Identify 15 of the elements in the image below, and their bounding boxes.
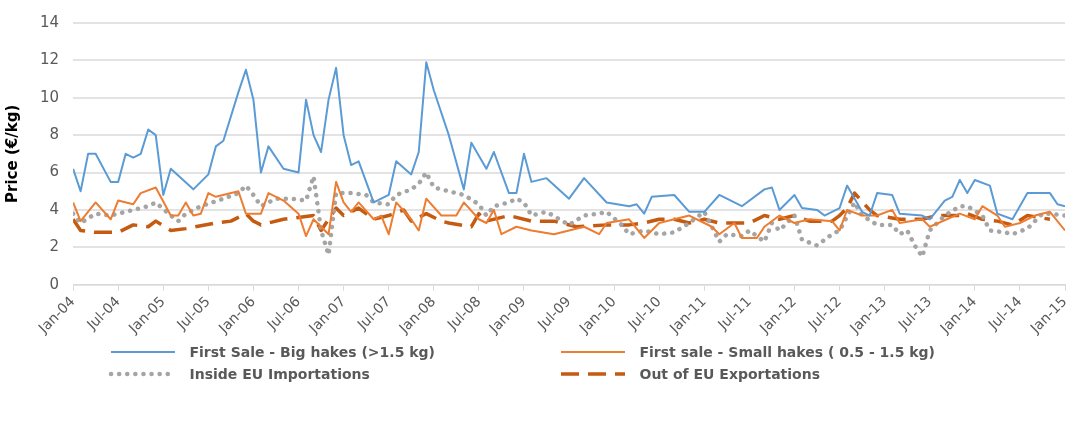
- y-tick-label: 6: [49, 162, 60, 181]
- legend-label: First sale - Small hakes ( 0.5 - 1.5 kg): [639, 344, 935, 360]
- legend-label: Out of EU Exportations: [639, 366, 821, 382]
- y-tick-label: 14: [39, 12, 60, 31]
- y-tick-label: 10: [39, 87, 60, 106]
- line-series: [73, 170, 1065, 259]
- y-axis-title: Price (€/kg): [2, 104, 21, 203]
- y-tick-label: 12: [39, 50, 60, 69]
- y-tick-label: 8: [49, 125, 60, 144]
- line-series: [73, 191, 1052, 235]
- y-tick-label: 2: [49, 237, 60, 256]
- legend-label: Inside EU Importations: [189, 366, 370, 382]
- y-tick-label: 0: [49, 274, 60, 293]
- legend-label: First Sale - Big hakes (>1.5 kg): [189, 344, 435, 360]
- y-tick-label: 4: [49, 199, 60, 218]
